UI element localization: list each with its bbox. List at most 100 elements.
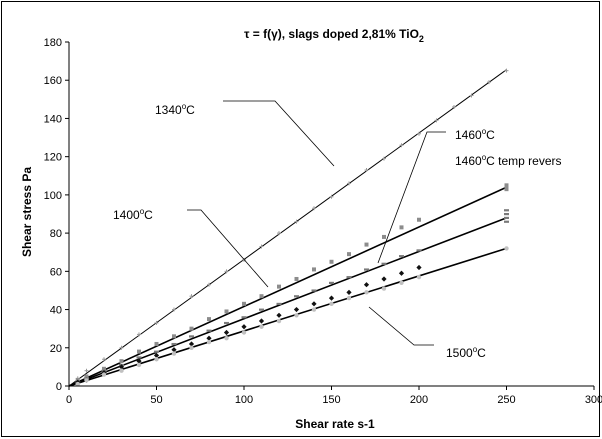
data-point [189,294,194,299]
data-point [329,259,334,264]
data-point [276,302,282,306]
data-point [224,269,229,274]
data-point [504,246,509,251]
data-point [224,309,229,314]
data-point [417,217,421,222]
data-point [242,301,246,306]
data-point [311,301,317,307]
data-point [312,206,316,211]
data-point [259,308,264,311]
axes [65,41,595,390]
data-point [136,356,142,359]
data-point [347,252,351,257]
y-tick-label: 60 [50,266,62,278]
data-point [294,295,299,298]
data-point [136,358,142,364]
data-point [102,366,106,371]
data-point [258,318,265,324]
data-point [223,329,230,336]
data-point [364,242,369,247]
data-point [504,183,509,188]
data-point [364,168,369,173]
data-point [311,307,317,312]
data-point [363,282,370,288]
data-point [171,351,177,356]
y-tick-label: 80 [50,228,62,240]
data-point [364,268,369,271]
data-point [277,284,281,289]
data-point [154,357,159,362]
annotation-label: 1500oC [446,345,486,360]
x-tick-label: 300 [585,394,602,406]
data-point [119,368,124,373]
data-point [118,364,125,370]
data-point [276,318,282,324]
data-point [382,234,386,239]
y-tick-label: 0 [56,381,62,393]
data-point [399,255,404,258]
data-point [137,332,141,337]
data-points [75,68,509,387]
data-point [224,336,229,341]
y-tick-label: 100 [44,190,62,202]
y-tick-label: 180 [44,37,62,49]
data-point [504,220,509,223]
data-point [188,341,195,347]
annotation-leader-line [377,131,446,264]
data-point [189,335,194,338]
data-point [399,225,404,230]
fit-lines [68,69,507,387]
y-tick-label: 120 [44,152,62,164]
data-point [346,289,352,295]
data-point [206,329,212,332]
data-point [206,339,212,345]
annotation-leader-line [187,209,269,288]
data-point [416,249,422,252]
data-point [504,216,509,220]
fit-line [68,69,507,387]
chart-title: τ = f(γ), slags doped 2,81% TiO2 [244,27,424,44]
data-point [172,307,176,312]
data-point [504,209,509,212]
data-point [84,368,89,373]
data-point [293,306,300,313]
data-point [452,104,456,109]
annotation-label: 1340oC [155,102,195,117]
data-point [399,143,404,148]
data-point [329,194,334,199]
x-tick-label: 100 [235,394,253,406]
data-point [469,93,474,98]
data-point [154,341,159,346]
x-tick-label: 200 [410,394,428,406]
data-point [259,244,264,249]
data-point [328,295,335,301]
data-point [189,345,194,350]
y-axis-title: Shear stress Pa [20,167,34,257]
data-point [171,342,177,346]
y-tick-label: 140 [44,113,62,125]
data-point [84,378,89,383]
data-point [504,213,509,216]
data-point [487,80,491,85]
fit-line [68,217,507,387]
data-point [416,274,422,280]
data-point [172,334,176,339]
data-point [119,345,124,350]
data-point [347,181,351,186]
data-point [84,374,89,379]
data-point [259,324,264,329]
annotation-label: 1400oC [113,207,153,222]
data-point [224,321,229,325]
data-point [294,219,299,224]
chart-title-main: τ = f(γ), slags doped 2,81% TiO [244,27,419,41]
x-tick-label: 0 [66,394,72,406]
data-point [241,316,247,319]
chart-title-subscript: 2 [419,34,424,44]
data-point [399,280,404,285]
data-point [381,276,387,282]
data-point [119,359,124,364]
data-point [382,156,386,161]
data-point [417,131,421,136]
